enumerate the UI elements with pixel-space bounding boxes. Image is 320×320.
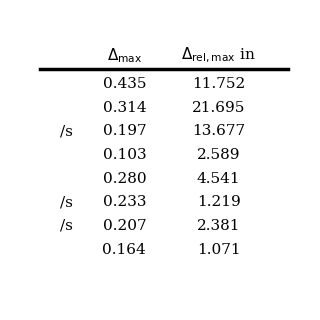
Text: 0.435: 0.435: [103, 77, 146, 91]
Text: 21.695: 21.695: [192, 100, 245, 115]
Text: $\Delta_{\mathrm{max}}$: $\Delta_{\mathrm{max}}$: [107, 46, 142, 65]
Text: 0.164: 0.164: [102, 243, 146, 257]
Text: 0.207: 0.207: [102, 219, 146, 233]
Text: /s: /s: [60, 195, 73, 209]
Text: 0.197: 0.197: [102, 124, 146, 138]
Text: 4.541: 4.541: [197, 172, 240, 186]
Text: 0.233: 0.233: [103, 195, 146, 209]
Text: 1.219: 1.219: [197, 195, 240, 209]
Text: 2.589: 2.589: [197, 148, 240, 162]
Text: $\Delta_{\mathrm{rel,max}}$ in: $\Delta_{\mathrm{rel,max}}$ in: [181, 46, 256, 65]
Text: /s: /s: [60, 219, 73, 233]
Text: /s: /s: [60, 124, 73, 138]
Text: 1.071: 1.071: [197, 243, 240, 257]
Text: 0.103: 0.103: [102, 148, 146, 162]
Text: 13.677: 13.677: [192, 124, 245, 138]
Text: 2.381: 2.381: [197, 219, 240, 233]
Text: 0.280: 0.280: [102, 172, 146, 186]
Text: 0.314: 0.314: [102, 100, 146, 115]
Text: 11.752: 11.752: [192, 77, 245, 91]
